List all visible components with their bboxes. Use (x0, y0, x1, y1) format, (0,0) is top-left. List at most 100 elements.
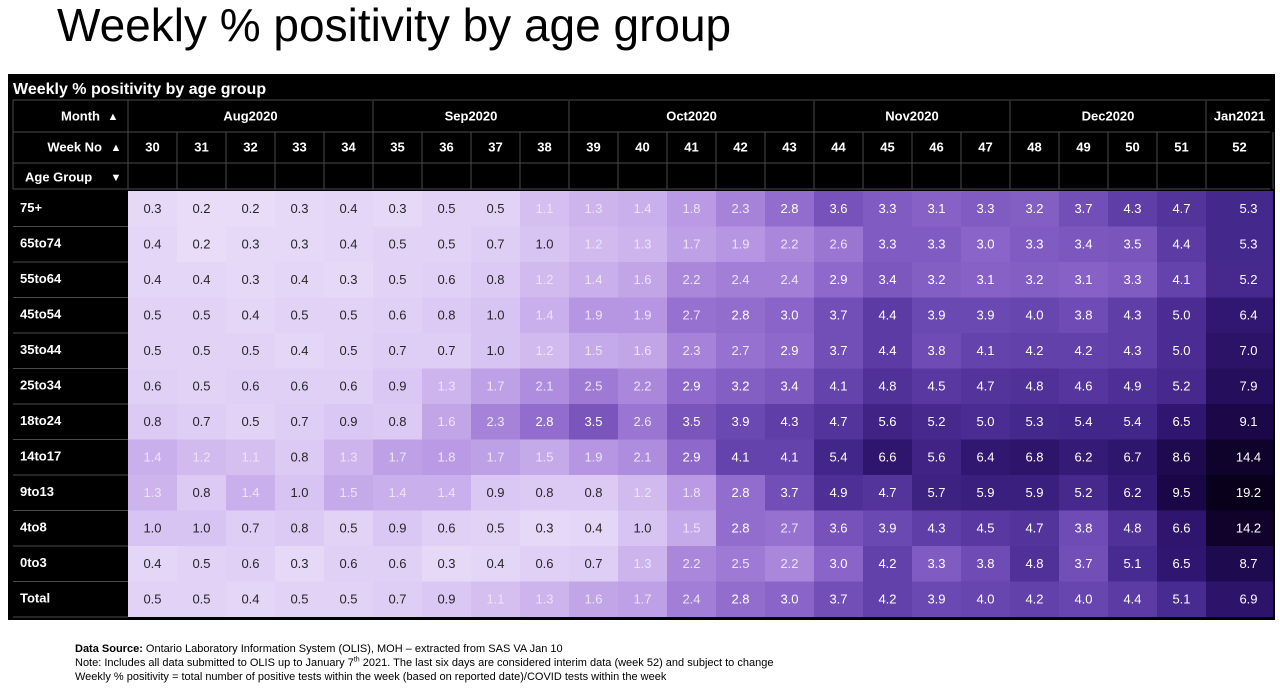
cell-value: 0.5 (437, 237, 455, 252)
cell-value: 3.9 (976, 308, 994, 323)
heatmap-cell (324, 191, 373, 227)
cell-value: 0.4 (241, 592, 259, 607)
cell-value: 4.2 (878, 556, 896, 571)
heatmap-cell (667, 510, 716, 546)
age-group-label[interactable]: 75+ (20, 200, 42, 215)
heatmap-cell (569, 191, 618, 227)
cell-value: 0.3 (290, 201, 308, 216)
cell-value: 0.7 (241, 521, 259, 536)
heatmap-cell (520, 191, 569, 227)
panel-title: Weekly % positivity by age group (13, 81, 267, 98)
heatmap-cell (1108, 439, 1157, 475)
note-suffix: 2021. The last six days are considered i… (359, 657, 774, 670)
cell-value: 3.3 (927, 237, 945, 252)
heatmap-cell (128, 404, 177, 440)
heatmap-cell (667, 581, 716, 617)
heatmap-cell (177, 333, 226, 369)
heatmap-cell (1206, 368, 1273, 404)
heatmap-cell (1157, 226, 1206, 262)
age-group-label[interactable]: 35to44 (20, 342, 62, 357)
heatmap-cell (814, 191, 863, 227)
cell-value: 0.6 (241, 379, 259, 394)
heatmap-cell (275, 581, 324, 617)
cell-value: 0.5 (339, 308, 357, 323)
heatmap-cell (1010, 439, 1059, 475)
heatmap-cell (1108, 475, 1157, 511)
heatmap-cell (765, 546, 814, 582)
heatmap-cell (1157, 404, 1206, 440)
cell-value: 5.0 (1172, 343, 1190, 358)
age-group-label[interactable]: 65to74 (20, 236, 62, 251)
heatmap-cell (128, 368, 177, 404)
week-number: 45 (880, 139, 894, 154)
cell-value: 1.3 (584, 201, 602, 216)
age-group-label[interactable]: 55to64 (20, 271, 62, 286)
week-header-label[interactable]: Week No (47, 139, 102, 154)
cell-value: 1.4 (241, 485, 259, 500)
cell-value: 0.6 (339, 379, 357, 394)
age-group-label[interactable]: Total (20, 591, 50, 606)
month-header-label[interactable]: Month (61, 108, 100, 123)
cell-value: 14.2 (1236, 521, 1261, 536)
heatmap-cell (422, 368, 471, 404)
heatmap-cell (1206, 475, 1273, 511)
cell-value: 3.1 (976, 272, 994, 287)
heatmap-cell (177, 546, 226, 582)
age-group-label[interactable]: 45to54 (20, 307, 62, 322)
month-label-0: Aug2020 (223, 108, 277, 123)
heatmap-cell (324, 297, 373, 333)
heatmap-cell (569, 404, 618, 440)
age-group-label[interactable]: 25to34 (20, 378, 62, 393)
age-group-label[interactable]: 14to17 (20, 449, 61, 464)
heatmap-cell (520, 404, 569, 440)
cell-value: 2.3 (731, 201, 749, 216)
sort-asc-icon[interactable]: ▲ (108, 111, 119, 123)
heatmap-cell (912, 333, 961, 369)
cell-value: 0.4 (290, 343, 308, 358)
heatmap-cell (569, 581, 618, 617)
heatmap-cell (373, 404, 422, 440)
heatmap-cell (961, 404, 1010, 440)
heatmap-cell (912, 546, 961, 582)
cell-value: 6.2 (1123, 485, 1141, 500)
heatmap-cell (765, 475, 814, 511)
heatmap-table: Aug2020 Sep2020 Oct2020 Nov2020 Dec2020 Jan20… (12, 99, 1274, 618)
cell-value: 0.2 (241, 201, 259, 216)
cell-value: 4.7 (1172, 201, 1190, 216)
cell-value: 0.4 (143, 237, 161, 252)
heatmap-cell (324, 368, 373, 404)
sort-asc-icon[interactable]: ▲ (111, 142, 122, 154)
week-number: 39 (586, 139, 600, 154)
heatmap-cell (422, 475, 471, 511)
cell-value: 1.4 (633, 201, 651, 216)
heatmap-cell (765, 333, 814, 369)
cell-value: 7.9 (1239, 379, 1257, 394)
cell-value: 0.4 (486, 556, 504, 571)
cell-value: 0.8 (290, 521, 308, 536)
heatmap-cell (471, 546, 520, 582)
cell-value: 5.1 (1172, 592, 1190, 607)
age-group-header-label[interactable]: Age Group (25, 169, 92, 184)
cell-value: 5.6 (927, 450, 945, 465)
age-group-label[interactable]: 18to24 (20, 413, 62, 428)
heatmap-cell (324, 546, 373, 582)
age-group-label[interactable]: 9to13 (20, 484, 54, 499)
cell-value: 3.3 (927, 556, 945, 571)
cell-value: 4.3 (927, 521, 945, 536)
cell-value: 8.7 (1239, 556, 1257, 571)
heatmap-cell (1010, 546, 1059, 582)
heatmap-cell (1206, 581, 1273, 617)
sort-desc-icon[interactable]: ▼ (111, 172, 122, 184)
cell-value: 4.7 (829, 414, 847, 429)
cell-value: 1.3 (633, 556, 651, 571)
slide-title: Weekly % positivity by age group (57, 0, 732, 51)
cell-value: 5.0 (976, 414, 994, 429)
heatmap-cell (324, 333, 373, 369)
age-group-label[interactable]: 4to8 (20, 520, 47, 535)
heatmap-cell (1059, 546, 1108, 582)
cell-value: 3.7 (829, 308, 847, 323)
month-label-1: Sep2020 (445, 108, 498, 123)
age-group-label[interactable]: 0to3 (20, 555, 47, 570)
cell-value: 0.4 (143, 556, 161, 571)
cell-value: 0.3 (143, 201, 161, 216)
